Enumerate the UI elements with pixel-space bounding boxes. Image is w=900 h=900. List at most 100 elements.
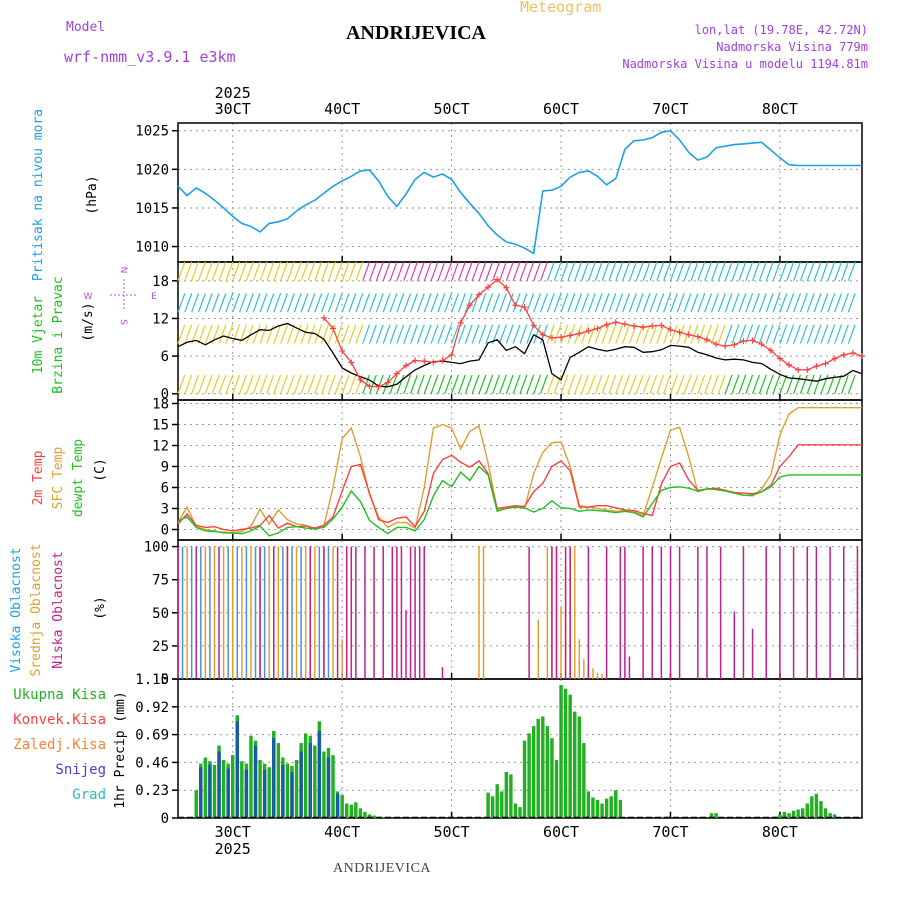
gust-marker [384, 379, 391, 386]
total-rain-bar [659, 816, 664, 818]
wind-barb-mark [498, 324, 507, 344]
total-rain-bar [714, 813, 718, 818]
wind-barb-mark [218, 374, 227, 394]
wind-barb-mark [786, 324, 795, 344]
wind-barb-mark [485, 293, 494, 313]
gust-marker [685, 331, 692, 338]
wind-barb-mark [635, 324, 644, 344]
gust-marker [767, 347, 774, 354]
model-altitude: Nadmorska Visina u modelu 1194.81m [622, 57, 868, 71]
wind-barb-mark [663, 293, 672, 313]
wind-barb-mark [334, 324, 343, 344]
total-rain-bar [340, 795, 344, 818]
wind-barb-mark [457, 261, 466, 282]
wind-barb-mark [765, 324, 774, 344]
wind-barb-mark [245, 293, 254, 313]
wind-barb-mark [615, 293, 624, 313]
gust-marker [703, 336, 710, 343]
wind-barb-mark [676, 324, 685, 344]
wind-barb-mark [526, 293, 535, 313]
wind-barb-mark [731, 261, 740, 282]
wind-barb-mark [546, 293, 555, 313]
wind-barb-mark [307, 374, 316, 394]
wind-barb-mark [539, 324, 548, 344]
wind-barb-mark [382, 261, 391, 282]
wind-barb-mark [710, 261, 719, 282]
gust-marker [466, 302, 473, 309]
pressure-unit: (hPa) [85, 175, 100, 214]
wind-barb-mark [580, 293, 589, 313]
wind-barb-mark [382, 324, 391, 344]
gust-marker [831, 355, 838, 362]
wind-barb-mark [485, 261, 494, 282]
wind-barb-mark [327, 324, 336, 344]
wind-barb-mark [375, 374, 384, 394]
gust-marker [840, 351, 847, 358]
gust-marker [348, 359, 355, 366]
wind-barb-mark [225, 324, 234, 344]
wind-barb-mark [238, 293, 247, 313]
wind-barb-mark [642, 293, 651, 313]
wind-barb-mark [211, 293, 220, 313]
wind-barb-mark [505, 261, 514, 282]
wind-barb-mark [642, 324, 651, 344]
wind-barb-mark [225, 293, 234, 313]
wind-barb-mark [656, 324, 665, 344]
wind-barb-mark [204, 374, 213, 394]
wind-barb-mark [197, 261, 206, 282]
dewpoint-line [177, 465, 862, 537]
wind-barb-mark [669, 324, 678, 344]
wind-barb-mark [184, 374, 193, 394]
wind-barb-mark [539, 374, 548, 394]
y-tick-label: 50 [152, 606, 169, 622]
wind-barb-mark [389, 261, 398, 282]
wind-barb-mark [649, 293, 658, 313]
compass-n: N [118, 267, 128, 274]
total-rain-bar [559, 685, 563, 818]
wind-unit: (m/s) [81, 302, 96, 341]
temp-label-2: SFC Temp [51, 447, 66, 510]
gust-marker [859, 353, 865, 360]
wind-barb-mark [416, 374, 425, 394]
wind-barb-mark [293, 324, 302, 344]
wind-barb-mark [717, 374, 726, 394]
wind-barb-mark [375, 293, 384, 313]
wind-barb-mark [375, 261, 384, 282]
total-rain-bar [801, 808, 805, 818]
wind-barb-mark [341, 324, 350, 344]
total-rain-bar [595, 799, 600, 818]
convective-rain-bar [335, 793, 340, 818]
gust-marker [421, 358, 428, 365]
wind-barb-mark [676, 293, 685, 313]
total-rain-bar [805, 803, 809, 818]
y-tick-label: 1015 [135, 201, 169, 217]
total-rain-bar [331, 755, 335, 818]
total-rain-bar [258, 759, 262, 818]
wind-barb-mark [259, 293, 268, 313]
wind-barb-mark [772, 293, 781, 313]
wind-barb-mark [717, 261, 726, 282]
wind-barb-mark [745, 261, 754, 282]
wind-barb-mark [409, 261, 418, 282]
wind-barb-mark [745, 293, 754, 313]
gust-marker [375, 383, 382, 390]
wind-barb-mark [204, 293, 213, 313]
wind-barb-mark [758, 324, 767, 344]
wind-barb-mark [615, 261, 624, 282]
wind-barb-mark [622, 293, 631, 313]
wind-barb-mark [355, 324, 364, 344]
precip-axis-label: 1hr Precip (mm) [113, 691, 128, 808]
wind-barb-mark [464, 374, 473, 394]
wind-barb-mark [635, 293, 644, 313]
total-rain-bar [563, 688, 568, 818]
wind-barb-mark [594, 261, 603, 282]
wind-barb-mark [355, 293, 364, 313]
gust-marker [749, 337, 756, 344]
top-year-label: 2025 [215, 84, 251, 102]
wind-barb-mark [512, 374, 521, 394]
gust-marker [631, 322, 637, 329]
gust-marker [594, 325, 601, 332]
wind-barb-mark [560, 324, 569, 344]
total-rain-bar [828, 813, 832, 818]
